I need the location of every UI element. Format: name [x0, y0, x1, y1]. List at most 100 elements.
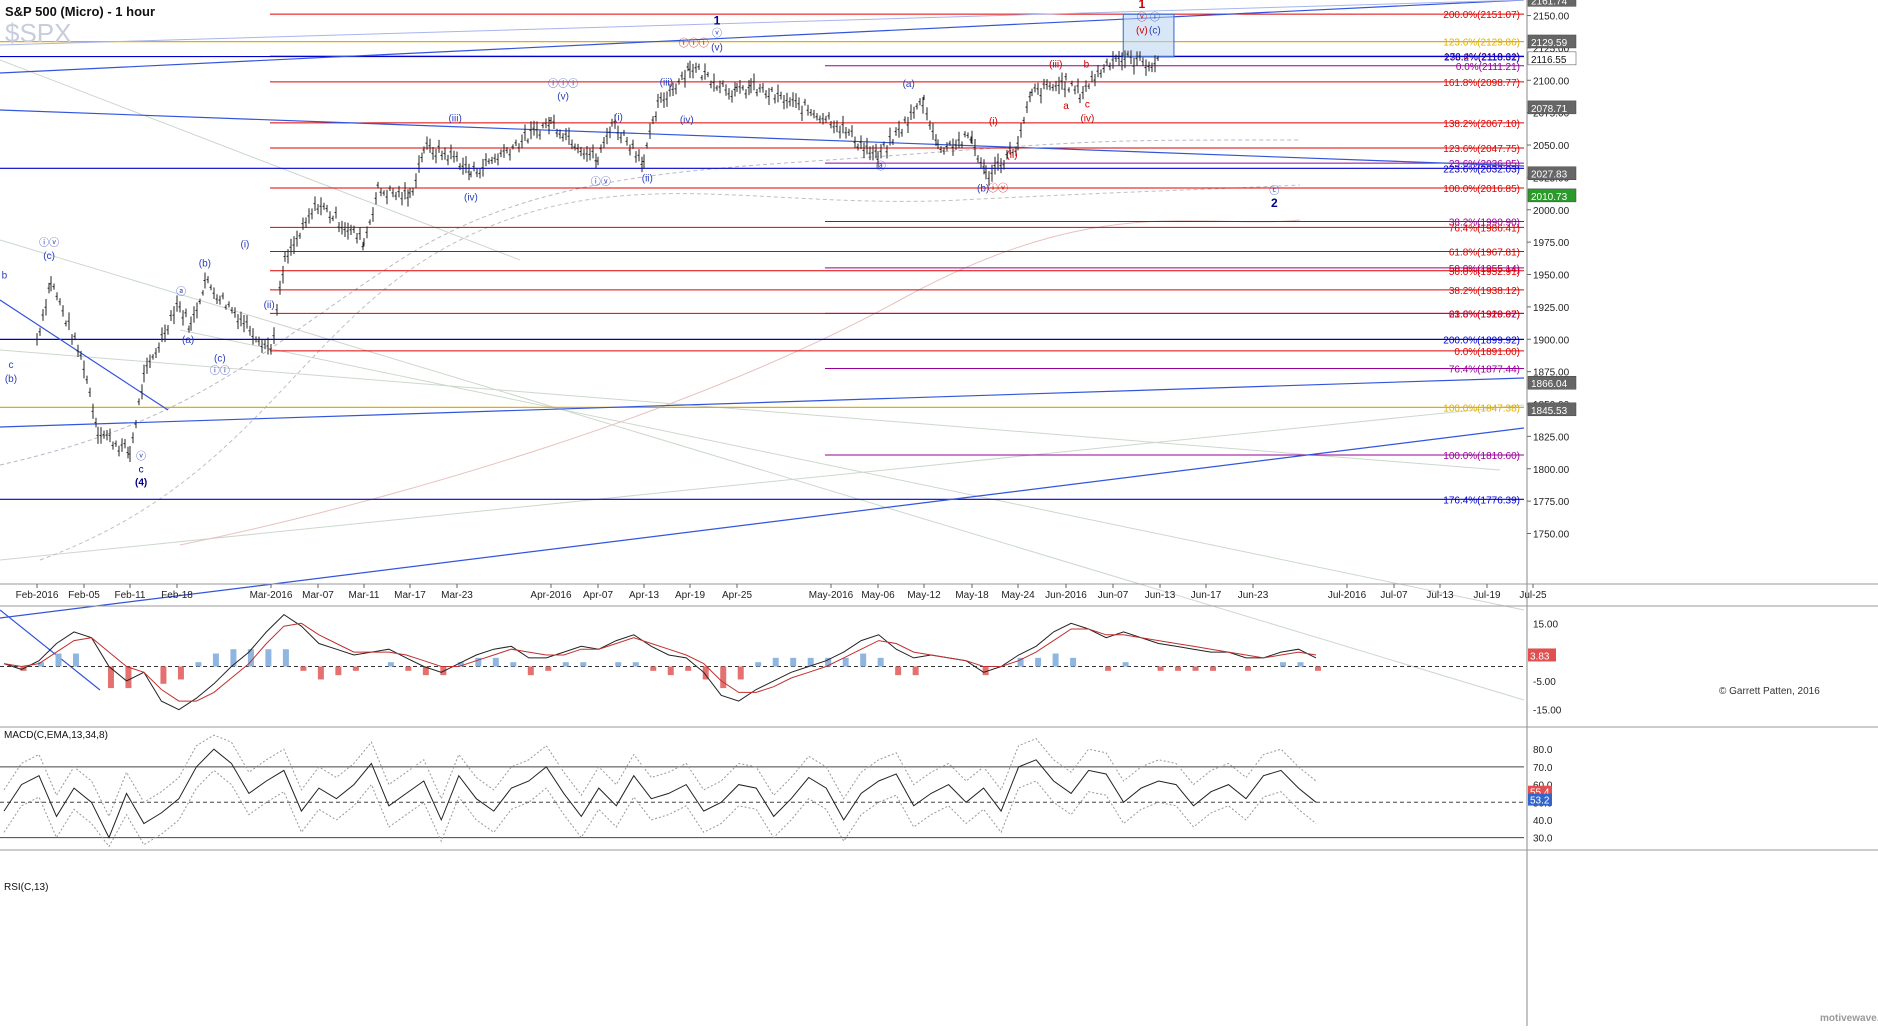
wave-label: (ii): [642, 173, 653, 184]
rsi-value-box: [1528, 793, 1552, 806]
macd-value-label: 3.83: [1530, 651, 1550, 662]
macd-histogram-bar: [1035, 657, 1042, 667]
macd-histogram-bar: [107, 666, 114, 689]
macd-histogram-bar: [72, 653, 79, 667]
y-tick-label: 2125.00: [1533, 44, 1570, 55]
fib-level-label: 238.2%(2118.32): [1444, 53, 1520, 64]
wave-label: (iii): [660, 77, 673, 88]
fib-level-label: 100.0%(2016.85): [1443, 184, 1520, 195]
wave-label: (v): [711, 43, 723, 54]
macd-histogram-bar: [1175, 666, 1182, 671]
rsi-tick-label: 30.0: [1533, 834, 1553, 845]
fib-level-label: 123.6%(2047.75): [1443, 144, 1520, 155]
fib-level-label: 0.0%(1891.00): [1454, 347, 1520, 358]
wave-label: (ii): [1006, 150, 1017, 161]
macd-histogram-bar: [55, 653, 62, 667]
fib-level-label: 223.6%(2032.03): [1443, 164, 1520, 175]
wave-label: ⓥ: [136, 451, 146, 463]
x-tick-label: Jul-2016: [1328, 590, 1367, 601]
macd-histogram-bar: [177, 666, 184, 680]
y-tick-label: 1900.00: [1533, 335, 1570, 346]
macd-histogram-bar: [632, 662, 639, 667]
x-tick-label: Mar-2016: [250, 590, 293, 601]
macd-histogram-bar: [912, 666, 919, 676]
wave-label: 2: [1271, 196, 1278, 210]
fib-level-label: 76.4%(1877.44): [1449, 364, 1520, 375]
background-line: [0, 404, 1525, 561]
background-line: [179, 329, 1525, 611]
x-tick-label: Feb-18: [161, 590, 193, 601]
macd-histogram-bar: [405, 666, 412, 671]
wave-label: (a): [903, 79, 915, 90]
rsi-tick-label: 40.0: [1533, 816, 1553, 827]
fib-level-label: 161.8%(2098.77): [1443, 78, 1520, 89]
wave-label: (v): [557, 92, 569, 103]
macd-histogram-bar: [650, 666, 657, 671]
x-tick-label: Apr-19: [675, 590, 705, 601]
macd-histogram-bar: [755, 662, 762, 667]
fib-level-label: 61.8%(1967.81): [1449, 247, 1520, 258]
price-tag-label: 2027.83: [1531, 170, 1568, 181]
wave-label: ⓘⓥ: [988, 183, 1008, 195]
macd-histogram-bar: [1297, 662, 1304, 667]
macd-histogram-bar: [195, 662, 202, 667]
wave-label: (b): [199, 259, 211, 270]
channel-line: [0, 0, 1525, 46]
wave-label: ⓘⓥ: [39, 237, 59, 249]
macd-histogram-bar: [790, 657, 797, 667]
macd-tick-label: -15.00: [1533, 706, 1562, 717]
x-tick-label: Apr-2016: [530, 590, 572, 601]
wave-label: ⓘⓥ: [591, 176, 611, 188]
macd-line: [3, 613, 1317, 711]
macd-histogram-bar: [475, 657, 482, 667]
wave-label: 1: [1138, 0, 1145, 11]
price-tag-label: 1845.53: [1531, 406, 1568, 417]
rsi-line: [3, 748, 1317, 839]
trend-line: [0, 377, 1525, 428]
macd-histogram-bar: [1070, 657, 1077, 667]
macd-histogram-bar: [317, 666, 324, 680]
fib-level-label: 61.8%(1920.02): [1449, 309, 1520, 320]
macd-histogram-bar: [247, 649, 254, 667]
rsi-value-label: 53.2: [1530, 796, 1550, 807]
macd-histogram-bar: [387, 662, 394, 667]
wave-label: (iv): [1080, 114, 1094, 125]
macd-histogram-bar: [1280, 662, 1287, 667]
wave-label: ⓐ: [876, 161, 886, 173]
macd-histogram-bar: [212, 653, 219, 667]
x-tick-label: Jun-13: [1145, 590, 1176, 601]
wave-label: ⓐ: [176, 286, 186, 298]
fib-level-label: 100.0%(1847.38): [1443, 403, 1520, 414]
wave-label: (i): [989, 116, 998, 127]
wave-label: (c): [214, 353, 226, 364]
trend-line: [0, 109, 1525, 167]
x-tick-label: May-2016: [809, 590, 854, 601]
watermark-label: motivewave.com: [1820, 1013, 1878, 1024]
wave-label: (4): [135, 478, 147, 489]
price-tag-box: [1527, 100, 1577, 115]
x-tick-label: Apr-07: [583, 590, 613, 601]
macd-tick-label: -5.00: [1533, 677, 1556, 688]
wave-label: (iv): [464, 193, 478, 204]
wave-label: c: [139, 465, 144, 476]
macd-title: MACD(C,EMA,13,34,8): [4, 730, 108, 741]
macd-histogram-bar: [667, 666, 674, 676]
fib-level-label: 50.0%(1952.91): [1449, 267, 1520, 278]
macd-histogram-bar: [982, 666, 989, 676]
macd-histogram-bar: [1210, 666, 1217, 671]
macd-histogram-bar: [160, 666, 167, 684]
wave-label: 1: [714, 14, 721, 28]
symbol-label: $SPX: [5, 18, 72, 48]
x-tick-label: May-18: [955, 590, 989, 601]
fib-level-label: 138.2%(2067.10): [1443, 119, 1520, 130]
wave-label: c: [1085, 99, 1090, 110]
price-tag-box: [1527, 0, 1577, 7]
x-tick-label: Feb-11: [115, 590, 146, 601]
background-line: [0, 349, 1501, 471]
wave-label: ⓘⓘ: [210, 365, 230, 377]
wave-label: (ii): [264, 300, 275, 311]
wave-label: (b): [977, 184, 989, 195]
price-tag-box: [1527, 375, 1577, 390]
